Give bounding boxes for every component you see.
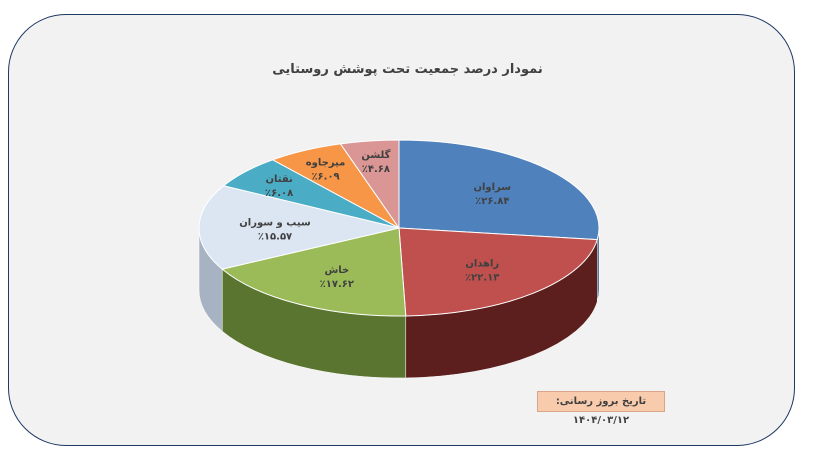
slice-label-name-5: میرجاوه [306, 157, 346, 168]
slice-label-value-0: ٪۲۶.۸۴ [475, 196, 509, 207]
slice-label-name-4: نقتان [265, 174, 292, 185]
slice-label-value-5: ٪۶.۰۹ [311, 171, 339, 182]
chart-title: نمودار درصد جمعیت تحت پوشش روستایی [272, 62, 543, 77]
slice-label-name-1: زاهدان [465, 258, 499, 269]
slice-label-value-6: ٪۴.۶۸ [362, 164, 390, 175]
update-date-box: تاریخ بروز رسانی: ۱۴۰۴/۰۳/۱۲ [537, 391, 665, 426]
pie-slice-6 [339, 139, 400, 230]
pie-slice-0 [398, 139, 600, 241]
slice-label-name-6: گلشن [361, 148, 390, 161]
slice-label-value-3: ٪۱۵.۵۷ [258, 232, 292, 243]
pie-slice-2 [221, 227, 407, 317]
pie-slice-1 [398, 227, 598, 317]
slice-label-name-2: خاش [324, 265, 349, 276]
slice-label-value-2: ٪۱۷.۶۲ [320, 279, 354, 290]
slice-label-name-0: سراوان [473, 182, 511, 193]
slice-label-value-1: ٪۲۲.۱۳ [465, 272, 499, 283]
pie-slice-3 [198, 185, 400, 270]
slice-label-value-4: ٪۶.۰۸ [265, 188, 293, 199]
slice-label-name-3: سیب و سوران [239, 218, 311, 229]
